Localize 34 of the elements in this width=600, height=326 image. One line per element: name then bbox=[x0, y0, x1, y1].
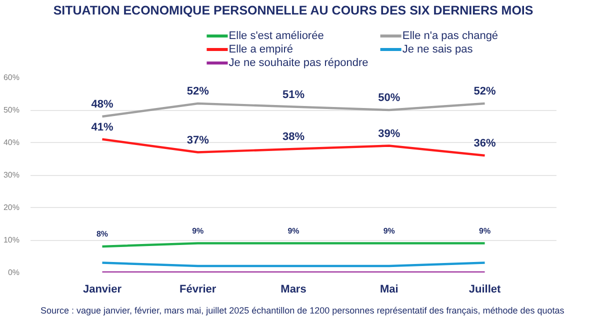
y-tick-label: 20% bbox=[3, 203, 20, 212]
data-label: 48% bbox=[91, 98, 114, 110]
legend-label: Elle n'a pas changé bbox=[402, 30, 498, 42]
x-tick-label: Mars bbox=[280, 284, 306, 296]
data-label: 9% bbox=[192, 226, 204, 236]
data-label: 9% bbox=[478, 226, 491, 236]
data-label: 41% bbox=[91, 121, 114, 134]
data-label: 37% bbox=[186, 134, 210, 146]
data-label: 8% bbox=[96, 230, 108, 238]
y-tick-label: 30% bbox=[3, 170, 20, 180]
y-tick-label: 50% bbox=[3, 106, 20, 114]
y-tick-label: 40% bbox=[3, 138, 20, 147]
data-label: 52% bbox=[186, 86, 210, 98]
data-label: 39% bbox=[378, 128, 400, 140]
legend-label: Je ne souhaite pas répondre bbox=[228, 57, 368, 70]
y-tick-label: 0% bbox=[8, 268, 20, 277]
legend-label: Je ne sais pas bbox=[402, 44, 474, 56]
x-tick-label: Mai bbox=[380, 284, 398, 296]
source-note: Source : vague janvier, février, mars mai, juillet 2025 échantillon de 1200 personnes représentatif des français, méthode des quotas bbox=[40, 306, 565, 316]
data-label: 51% bbox=[282, 88, 305, 101]
x-tick-label: Février bbox=[180, 284, 217, 296]
y-tick-label: 10% bbox=[3, 236, 20, 244]
legend-label: Elle a empiré bbox=[228, 44, 294, 56]
y-tick-label: 60% bbox=[3, 73, 20, 82]
legend-label: Elle s'est améliorée bbox=[228, 30, 324, 42]
chart-title: SITUATION ECONOMIQUE PERSONNELLE AU COURS DES SIX DERNIERS MOIS bbox=[53, 4, 534, 18]
data-label: 9% bbox=[288, 226, 300, 236]
data-label: 52% bbox=[474, 86, 496, 98]
x-tick-label: Janvier bbox=[82, 284, 122, 296]
data-label: 50% bbox=[378, 92, 400, 104]
data-label: 9% bbox=[383, 226, 395, 236]
x-tick-label: Juillet bbox=[468, 284, 502, 296]
data-label: 38% bbox=[282, 131, 305, 143]
data-label: 36% bbox=[474, 138, 496, 150]
